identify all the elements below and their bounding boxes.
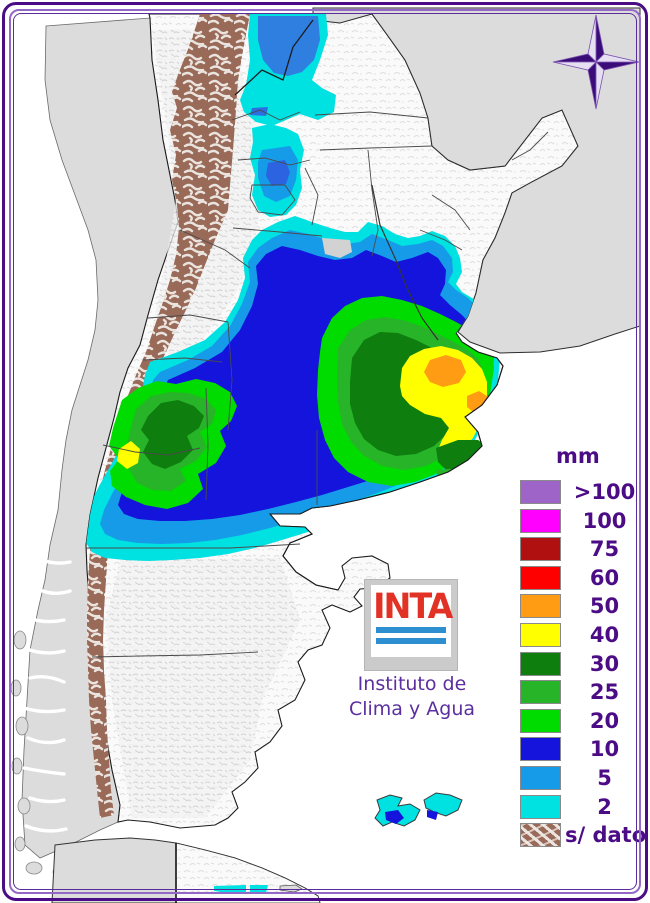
legend-label: 25 (589, 680, 620, 705)
legend-row: s/ dato (512, 823, 648, 848)
legend-swatch (520, 708, 561, 733)
malvinas-islands (374, 792, 463, 827)
legend-label: 10 (589, 737, 620, 762)
legend-row: 100 (512, 508, 648, 533)
neighbor-countries (312, 7, 641, 354)
compass-rose-icon (552, 14, 640, 110)
legend-swatch (520, 765, 561, 790)
tierra-del-fuego (51, 837, 321, 903)
legend-label: 75 (589, 537, 620, 562)
institute-name: Instituto de Clima y Agua (328, 672, 496, 722)
legend-label: 20 (589, 708, 620, 733)
rain-west-core (109, 379, 237, 509)
legend-label: 40 (589, 622, 620, 647)
argentina-coastline (268, 332, 504, 591)
legend-row: 50 (512, 594, 648, 619)
legend-label: s/ dato (565, 823, 647, 848)
inta-logo-acronym: INTA (373, 587, 453, 627)
legend-label: 30 (589, 651, 620, 676)
legend-swatch (520, 480, 561, 504)
legend: mm >100 100 75 60 50 40 (512, 444, 648, 852)
inta-logo: INTA (364, 579, 458, 671)
legend-label: 2 (597, 794, 612, 819)
country-chile (10, 17, 179, 878)
fjord-channels (22, 558, 72, 833)
legend-label: >100 (573, 480, 636, 504)
legend-swatch (520, 680, 561, 705)
legend-row: 30 (512, 651, 648, 676)
inta-logo-stripe-2 (376, 638, 446, 644)
legend-swatch (520, 737, 561, 762)
legend-swatch (520, 622, 561, 647)
legend-row: >100 (512, 480, 648, 504)
legend-swatch (520, 594, 561, 619)
legend-swatch (520, 565, 561, 590)
legend-row: 20 (512, 708, 648, 733)
institute-name-line2: Clima y Agua (348, 698, 476, 720)
legend-label: 60 (589, 565, 620, 590)
legend-label: 100 (582, 508, 627, 533)
rain-southeast-bands (436, 440, 494, 488)
legend-row: 40 (512, 622, 648, 647)
province-borders (86, 19, 549, 658)
no-data-region (87, 14, 250, 818)
legend-rows: >100 100 75 60 50 40 30 (512, 480, 648, 848)
rain-40mm-layer (400, 346, 487, 459)
institute-name-line1: Instituto de (357, 673, 467, 695)
coastal-islets (10, 630, 68, 878)
legend-swatch (520, 508, 561, 533)
legend-label: 5 (597, 765, 612, 790)
legend-swatch (520, 794, 561, 819)
legend-row: 5 (512, 765, 648, 790)
legend-row: 60 (512, 565, 648, 590)
legend-swatch (520, 537, 561, 562)
legend-row: 75 (512, 537, 648, 562)
rain-northwest-patches (240, 14, 336, 217)
rain-field (86, 216, 500, 561)
legend-row: 25 (512, 680, 648, 705)
legend-row: 10 (512, 737, 648, 762)
legend-swatch (520, 823, 561, 848)
mar-chiquita-lake (322, 238, 352, 258)
legend-row: 2 (512, 794, 648, 819)
legend-title: mm (556, 444, 600, 468)
rain-south-strips (214, 885, 268, 893)
inta-logo-stripe-1 (376, 627, 446, 633)
legend-swatch (520, 651, 561, 676)
inta-logo-inner: INTA (371, 585, 453, 657)
legend-label: 50 (589, 594, 620, 619)
